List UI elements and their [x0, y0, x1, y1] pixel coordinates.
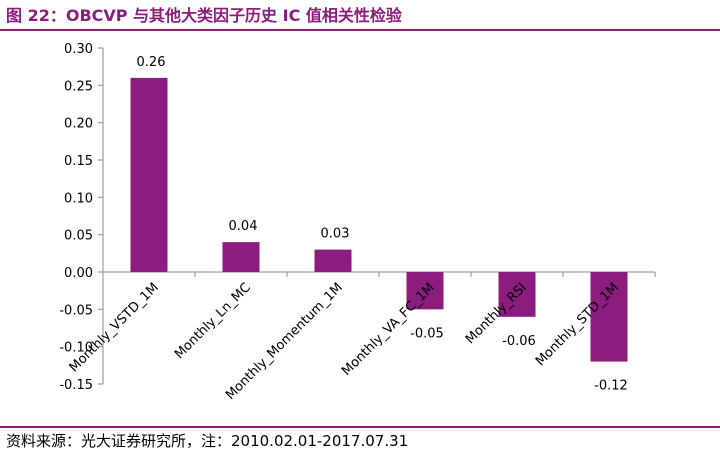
y-tick-label: 0.00 [64, 266, 93, 281]
y-tick-label: 0.10 [64, 191, 93, 206]
footer-divider [0, 426, 720, 428]
y-tick-label: 0.25 [64, 79, 93, 94]
title-divider [0, 29, 720, 31]
y-tick-label: 0.20 [64, 117, 93, 132]
y-tick-label: -0.15 [59, 378, 93, 393]
y-tick-label: 0.30 [64, 42, 93, 57]
bar [314, 249, 352, 272]
bar-chart: -0.15 -0.10 -0.05 0.00 0.05 0.10 0.15 0.20 0.25 0… [59, 42, 656, 403]
bar [498, 272, 536, 317]
category-label: Monthly_VSTD_1M [67, 280, 162, 375]
data-label: -0.05 [410, 326, 444, 341]
y-tick-label: -0.05 [59, 303, 93, 318]
data-label: 0.26 [137, 55, 166, 70]
data-label: -0.12 [594, 379, 628, 394]
source-note: 资料来源：光大证券研究所，注：2010.02.01-2017.07.31 [6, 432, 409, 450]
bar [590, 272, 628, 362]
bar [222, 242, 260, 272]
bar [130, 77, 168, 272]
y-tick-label: 0.15 [64, 154, 93, 169]
data-label: 0.03 [321, 227, 350, 242]
data-label: -0.06 [502, 334, 536, 349]
chart-title: 图 22：OBCVP 与其他大类因子历史 IC 值相关性检验 [6, 6, 402, 25]
data-label: 0.04 [229, 219, 258, 234]
y-tick-label: 0.05 [64, 229, 93, 244]
bar [406, 272, 444, 310]
y-tick-label: -0.10 [59, 341, 93, 356]
category-label: Monthly_Ln_MC [172, 280, 254, 362]
